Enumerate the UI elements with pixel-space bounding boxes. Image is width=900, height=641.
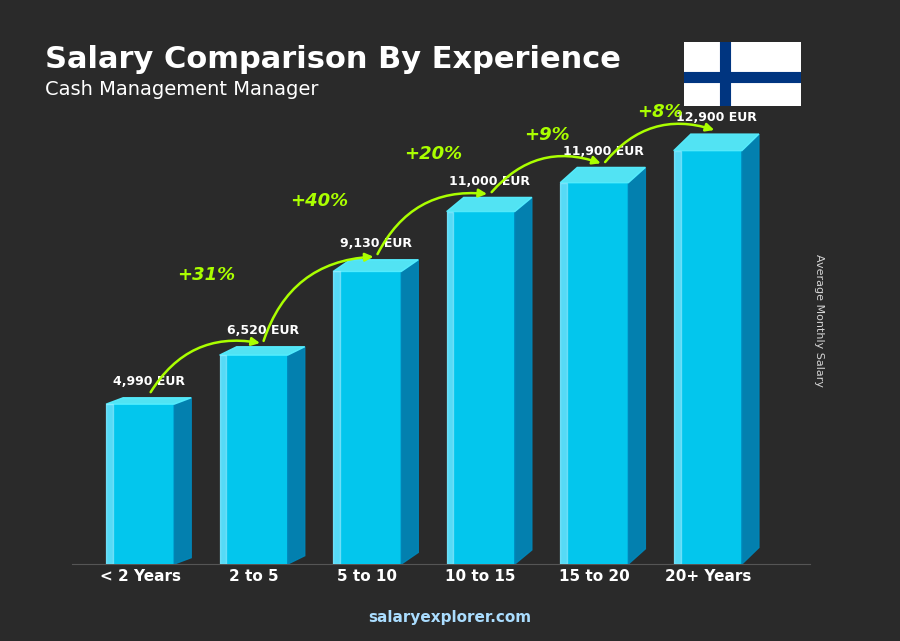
Polygon shape: [560, 167, 645, 183]
Polygon shape: [742, 134, 759, 564]
Polygon shape: [333, 272, 340, 564]
Text: Average Monthly Salary: Average Monthly Salary: [814, 254, 824, 387]
Text: +40%: +40%: [291, 192, 348, 210]
Text: +20%: +20%: [404, 145, 462, 163]
Polygon shape: [515, 197, 532, 564]
Text: 12,900 EUR: 12,900 EUR: [677, 112, 757, 124]
Polygon shape: [175, 398, 191, 564]
Bar: [220, 355, 288, 564]
Text: 4,990 EUR: 4,990 EUR: [113, 375, 185, 388]
Polygon shape: [288, 347, 305, 564]
Text: Salary Comparison By Experience: Salary Comparison By Experience: [45, 45, 621, 74]
Text: 9,130 EUR: 9,130 EUR: [340, 237, 412, 250]
Text: 11,900 EUR: 11,900 EUR: [562, 145, 644, 158]
Text: salaryexplorer.com: salaryexplorer.com: [368, 610, 532, 625]
Bar: [560, 183, 628, 564]
Polygon shape: [446, 197, 532, 212]
Polygon shape: [220, 347, 305, 355]
Text: +9%: +9%: [524, 126, 570, 144]
Polygon shape: [401, 260, 419, 564]
Polygon shape: [560, 183, 567, 564]
Text: Cash Management Manager: Cash Management Manager: [45, 80, 319, 99]
Polygon shape: [674, 151, 680, 564]
Polygon shape: [333, 260, 418, 272]
Polygon shape: [106, 404, 112, 564]
Bar: [106, 404, 175, 564]
Text: +31%: +31%: [177, 266, 235, 284]
Text: 6,520 EUR: 6,520 EUR: [227, 324, 299, 337]
Text: 11,000 EUR: 11,000 EUR: [449, 175, 530, 188]
Bar: [446, 212, 515, 564]
Text: +8%: +8%: [637, 103, 683, 121]
Polygon shape: [628, 167, 645, 564]
Polygon shape: [446, 212, 454, 564]
Polygon shape: [220, 355, 227, 564]
Polygon shape: [106, 398, 191, 404]
Bar: [674, 151, 742, 564]
Polygon shape: [674, 134, 759, 151]
Bar: [333, 272, 401, 564]
